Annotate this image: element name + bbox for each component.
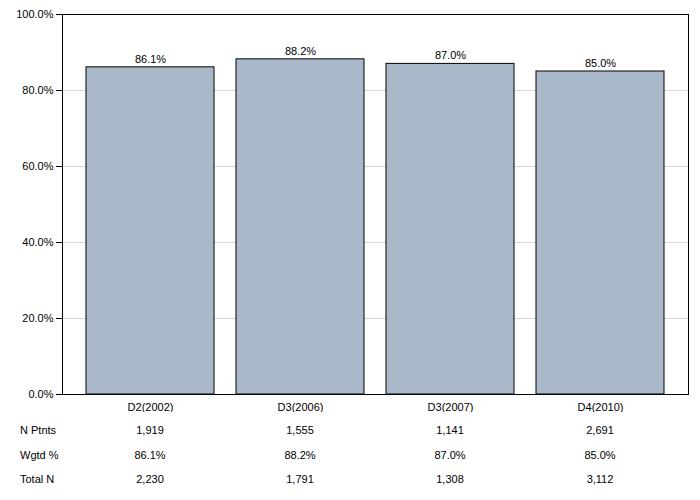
svg-text:D4(2010): D4(2010) [578, 401, 624, 412]
html-text:1,791: 1,791 [286, 473, 314, 485]
html-text:Total N: Total N [20, 473, 55, 485]
svg-text:85.0%: 85.0% [585, 57, 616, 69]
html-text:86.1%: 86.1% [134, 448, 166, 461]
svg-text:87.0%: 87.0% [435, 49, 466, 61]
svg-text:86.1%: 86.1% [135, 53, 166, 65]
html-text:1,919: 1,919 [136, 424, 164, 436]
html-text:87.0%: 87.0% [434, 448, 466, 461]
svg-text:40.0%: 40.0% [22, 236, 53, 248]
html-text:2,691: 2,691 [586, 424, 614, 436]
svg-text:0.0%: 0.0% [28, 388, 53, 400]
svg-text:D3(2006): D3(2006) [278, 401, 324, 412]
html-text:1,141: 1,141 [436, 424, 464, 436]
html-text:Wgtd %: Wgtd % [20, 448, 59, 461]
html-text:N Ptnts: N Ptnts [20, 424, 57, 436]
svg-text:80.0%: 80.0% [22, 84, 53, 96]
svg-text:D3(2007): D3(2007) [428, 401, 474, 412]
svg-text:88.2%: 88.2% [285, 45, 316, 57]
html-text:85.0%: 85.0% [584, 448, 616, 461]
html-text:88.2%: 88.2% [284, 448, 316, 461]
html-text:1,308: 1,308 [436, 473, 464, 485]
html-text:1,555: 1,555 [286, 424, 314, 436]
html-text:3,112: 3,112 [586, 473, 614, 485]
svg-text:D2(2002): D2(2002) [128, 401, 174, 412]
html-text:2,230: 2,230 [136, 473, 164, 485]
svg-text:60.0%: 60.0% [22, 160, 53, 172]
svg-text:100.0%: 100.0% [16, 8, 54, 20]
svg-text:20.0%: 20.0% [22, 312, 53, 324]
